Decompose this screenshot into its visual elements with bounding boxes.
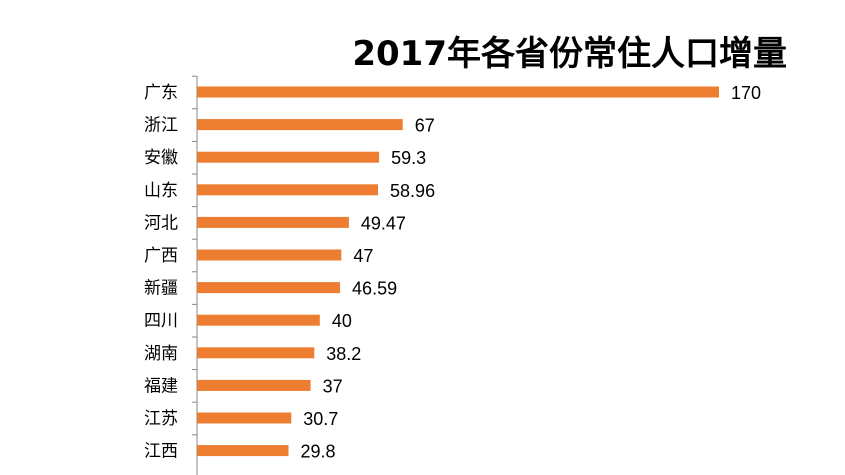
category-label: 四川 <box>144 311 178 331</box>
bar <box>197 216 349 228</box>
data-label: 58.96 <box>390 181 435 201</box>
bar <box>197 249 342 261</box>
bar <box>197 282 341 294</box>
data-label: 40 <box>332 311 352 331</box>
category-label: 湖南 <box>144 344 178 364</box>
category-label: 山东 <box>144 181 178 201</box>
bar <box>197 184 379 196</box>
category-label: 河北 <box>144 213 178 233</box>
data-label: 46.59 <box>352 279 397 299</box>
bar <box>197 412 292 424</box>
bar <box>197 119 403 131</box>
category-label: 广东 <box>144 83 178 103</box>
category-label: 江苏 <box>144 409 178 429</box>
data-label: 49.47 <box>361 213 406 233</box>
bar <box>197 445 289 457</box>
category-label: 广西 <box>144 246 178 266</box>
data-label: 47 <box>353 246 373 266</box>
bar <box>197 347 315 359</box>
data-label: 38.2 <box>326 344 361 364</box>
category-label: 安徽 <box>144 148 178 168</box>
category-label: 新疆 <box>144 279 178 299</box>
bar <box>197 151 380 163</box>
data-label: 30.7 <box>303 409 338 429</box>
category-label: 浙江 <box>144 116 178 136</box>
bar <box>197 379 311 391</box>
bar <box>197 314 320 326</box>
category-label: 福建 <box>144 376 178 396</box>
data-label: 37 <box>323 376 343 396</box>
chart-title: 2017年各省份常住人口增量 <box>352 34 787 74</box>
data-label: 67 <box>415 116 435 136</box>
data-label: 170 <box>731 83 761 103</box>
data-label: 29.8 <box>301 442 336 462</box>
data-label: 59.3 <box>391 148 426 168</box>
bar <box>197 86 719 98</box>
category-label: 江西 <box>144 442 178 462</box>
